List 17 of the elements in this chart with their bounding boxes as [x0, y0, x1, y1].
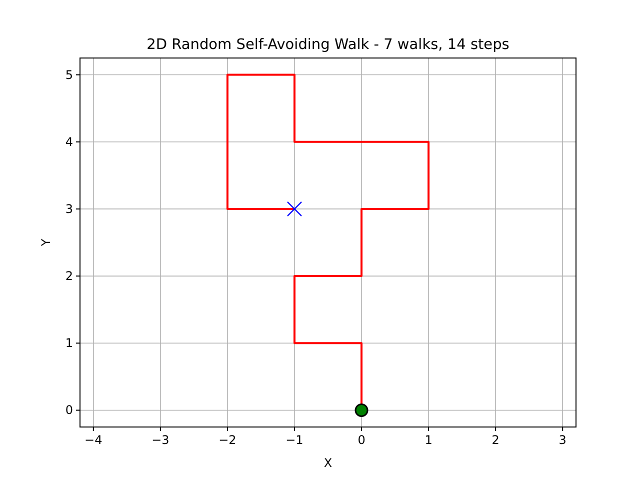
x-tick-label: 3 — [558, 433, 566, 447]
x-tick-label: 0 — [358, 433, 366, 447]
y-tick-label: 5 — [65, 68, 73, 82]
y-tick-label: 4 — [65, 134, 73, 149]
y-axis-title: Y — [39, 238, 53, 248]
x-tick-label: −1 — [286, 433, 304, 447]
y-tick-label: 3 — [65, 202, 73, 216]
x-tick-label: 1 — [424, 433, 432, 447]
y-tick-label: 1 — [65, 336, 73, 350]
y-tick-label: 0 — [65, 403, 73, 418]
x-tick-label: −4 — [84, 433, 102, 447]
y-tick-label: 2 — [65, 269, 73, 284]
x-tick-label: −3 — [152, 433, 170, 447]
chart-title: 2D Random Self-Avoiding Walk - 7 walks, 14 steps — [146, 37, 510, 53]
x-tick-label: −2 — [218, 433, 236, 447]
x-axis-title: X — [324, 456, 332, 470]
x-tick-label: 2 — [492, 433, 500, 447]
